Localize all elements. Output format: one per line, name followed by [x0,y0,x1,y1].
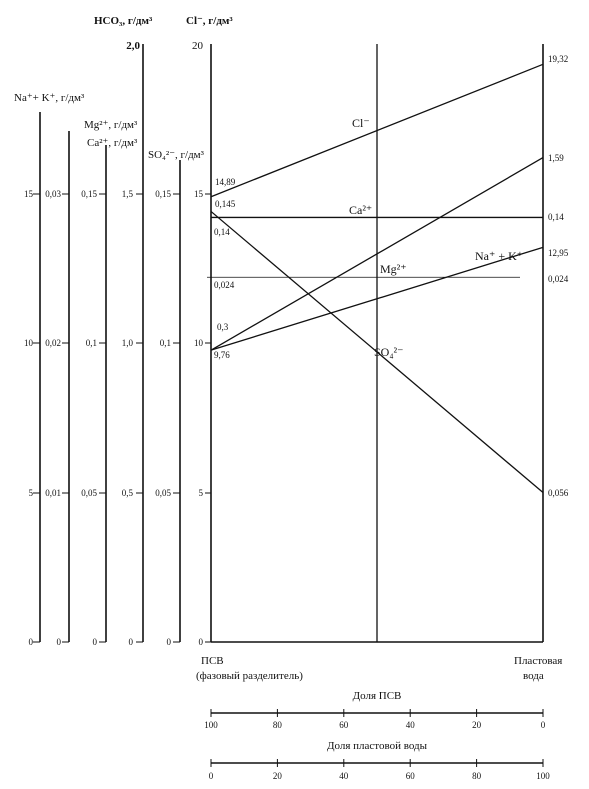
bottom-axis-label-0: Доля ПСВ [353,690,402,702]
bottom-axis-label-1: Доля пластовой воды [327,740,428,752]
left-scales: Na⁺+ K⁺, г/дм³ 15 10 5 0 Mg²⁺, г/дм³ 0,03 0,02 0… [14,15,205,647]
series-end-0: 19,32 [548,54,568,64]
scale-tick-label-3-3: 0 [129,637,134,647]
series-start-4: 0,14 [214,227,230,237]
bottom-tick-label-0-3: 40 [406,720,416,730]
scale-label-3: HCO₃, г/дм³ [94,15,153,27]
scale-tick-label-3-0: 1,5 [122,189,134,199]
bottom-tick-label-1-2: 40 [339,771,349,781]
series-name-3: Na⁺ + K⁺ [475,249,523,263]
scale-tick-label-4-2: 0,05 [155,488,171,498]
scale-tick-label-0-3: 0 [29,637,34,647]
scale-tick-label-3-1: 1,0 [122,338,134,348]
bottom-tick-label-0-4: 20 [472,720,482,730]
scale-label-4: SO₄²⁻, г/дм³ [148,149,205,161]
mix-right-sublabel: вода [523,670,544,682]
scale-tick-label-2-2: 0,05 [81,488,97,498]
series-end-4: 0,056 [548,488,569,498]
series-name-0: Cl⁻ [352,116,370,130]
scale-tick-label-1-1: 0,02 [45,338,61,348]
ref-line-start-0: 0,024 [214,280,235,290]
bottom-tick-label-1-5: 100 [536,771,550,781]
series-line-0 [210,63,544,198]
series-start-0: 14,89 [215,177,236,187]
scale-tick-label-3-2: 0,5 [122,488,134,498]
bottom-tick-label-0-5: 0 [541,720,546,730]
series-name-4: SO₄²⁻ [374,345,403,359]
cl-tick-label-1: 10 [194,338,204,348]
mix-left-label: ПСВ [201,655,224,667]
mix-left-sublabel: (фазовый разделитель) [196,670,303,682]
bottom-tick-label-0-2: 60 [339,720,349,730]
mix-right-label: Пластовая [514,655,562,667]
scale-tick-label-4-0: 0,15 [155,189,171,199]
plot-area: Cl⁻, г/дм³ 20 15 10 5 0 0,024 0,024 ПСВ (фазовый … [186,15,569,682]
scale-tick-label-0-0: 15 [24,189,34,199]
scale-tick-label-2-1: 0,1 [86,338,97,348]
scale-tick-label-1-0: 0,03 [45,189,61,199]
series-name-2: Mg²⁺ [380,262,407,276]
ref-line-end-0: 0,024 [548,274,569,284]
cl-top-tick: 20 [192,40,204,52]
series-line-3 [210,246,544,351]
scale-tick-label-4-1: 0,1 [160,338,171,348]
cl-tick-label-0: 15 [194,189,204,199]
cl-axis-label: Cl⁻, г/дм³ [186,15,233,27]
series-start-1: 0,145 [215,199,236,209]
cl-tick-label-2: 5 [199,488,204,498]
scale-tick-label-0-1: 10 [24,338,34,348]
scale-tick-label-2-3: 0 [93,637,98,647]
series-line-4 [210,210,544,493]
bottom-axes: Доля ПСВ 100 80 60 40 20 0 Доля пластовой воды 0… [204,690,550,781]
bottom-tick-label-0-0: 100 [204,720,218,730]
scale-tick-label-1-2: 0,01 [45,488,61,498]
series-lines: Cl⁻ 14,89 19,32 Ca²⁺ 0,145 0,14 Mg²⁺ 0,3 1,59 Na⁺… [210,54,569,498]
series-line-2 [210,157,544,351]
scale-tick-label-1-3: 0 [57,637,62,647]
series-start-2: 0,3 [217,322,229,332]
bottom-tick-label-1-0: 0 [209,771,214,781]
bottom-tick-label-1-4: 80 [472,771,482,781]
series-end-3: 12,95 [548,248,569,258]
scale-top-tick-3: 2,0 [126,40,140,52]
bottom-tick-label-1-1: 20 [273,771,283,781]
scale-label-2: Ca²⁺, г/дм³ [87,137,138,149]
series-start-3: 9,76 [214,350,230,360]
cl-tick-label-3: 0 [199,637,204,647]
series-end-1: 0,14 [548,212,564,222]
scale-tick-label-0-2: 5 [29,488,34,498]
scale-tick-label-4-3: 0 [167,637,172,647]
scale-label-1: Mg²⁺, г/дм³ [84,119,138,131]
scale-label-0: Na⁺+ K⁺, г/дм³ [14,92,85,104]
bottom-tick-label-1-3: 60 [406,771,416,781]
bottom-tick-label-0-1: 80 [273,720,283,730]
scale-tick-label-2-0: 0,15 [81,189,97,199]
series-name-1: Ca²⁺ [349,203,372,217]
series-end-2: 1,59 [548,153,564,163]
